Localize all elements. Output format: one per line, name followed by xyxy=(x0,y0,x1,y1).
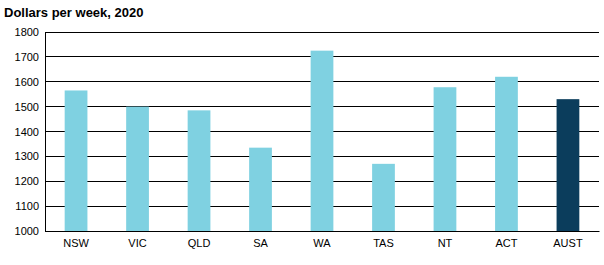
x-tick-label: NT xyxy=(438,237,453,249)
x-tick-label: VIC xyxy=(128,237,146,249)
bar xyxy=(311,51,334,231)
y-tick: 1100 xyxy=(15,200,45,212)
y-tick: 1200 xyxy=(15,175,45,187)
plot: 1000 1100 1200 1300 1400 1500 1600 1700 1800 NSW V… xyxy=(15,26,600,249)
bars xyxy=(65,51,580,231)
bar xyxy=(249,148,272,231)
bar xyxy=(188,110,211,231)
y-tick-label: 1400 xyxy=(15,126,39,138)
x-tick: ACT xyxy=(495,231,517,249)
y-tick: 1800 xyxy=(15,26,45,38)
x-tick-label: AUST xyxy=(553,237,583,249)
x-tick: NSW xyxy=(63,231,89,249)
title: Dollars per week, 2020 xyxy=(4,5,143,20)
bar xyxy=(557,99,580,231)
x-tick-label: QLD xyxy=(188,237,211,249)
y-tick-label: 1300 xyxy=(15,150,39,162)
grid xyxy=(45,32,599,231)
bar xyxy=(434,87,457,231)
x-tick-label: WA xyxy=(313,237,331,249)
y-tick-label: 1800 xyxy=(15,26,39,38)
y-tick-label: 1500 xyxy=(15,101,39,113)
x-tick-label: TAS xyxy=(373,237,394,249)
y-axis-line xyxy=(45,33,46,232)
y-tick-label: 1700 xyxy=(15,51,39,63)
y-tick-label: 1100 xyxy=(15,200,39,212)
x-tick: QLD xyxy=(188,231,211,249)
x-tick-label: NSW xyxy=(63,237,89,249)
y-tick: 1600 xyxy=(15,76,45,88)
y-tick: 1000 xyxy=(15,225,45,237)
bar xyxy=(126,107,149,231)
y-tick: 1700 xyxy=(15,51,45,63)
bar xyxy=(65,90,88,231)
x-axis: NSW VIC QLD SA WA TAS NT ACT AUST xyxy=(46,231,600,249)
y-tick-label: 1000 xyxy=(15,225,39,237)
x-tick: SA xyxy=(253,231,268,249)
x-tick: NT xyxy=(438,231,453,249)
x-tick: WA xyxy=(313,231,331,249)
y-tick: 1500 xyxy=(15,101,45,113)
y-axis: 1000 1100 1200 1300 1400 1500 1600 1700 1800 xyxy=(15,26,46,237)
x-axis-line xyxy=(46,231,600,232)
bar xyxy=(372,164,395,231)
x-tick-label: ACT xyxy=(495,237,517,249)
y-tick: 1300 xyxy=(15,150,45,162)
y-tick: 1400 xyxy=(15,126,45,138)
x-tick-label: SA xyxy=(253,237,268,249)
y-tick-label: 1200 xyxy=(15,175,39,187)
x-tick: TAS xyxy=(373,231,394,249)
chart: Dollars per week, 2020 1000 1100 1200 1300 14… xyxy=(0,0,604,265)
bar xyxy=(495,77,518,231)
x-tick: VIC xyxy=(128,231,146,249)
x-tick: AUST xyxy=(553,231,583,249)
y-tick-label: 1600 xyxy=(15,76,39,88)
grid-line xyxy=(45,32,599,33)
